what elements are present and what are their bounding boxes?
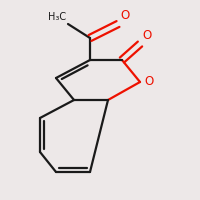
Text: O: O [120, 9, 129, 22]
Text: H₃C: H₃C [48, 12, 66, 22]
Text: O: O [144, 75, 153, 88]
Text: O: O [142, 29, 151, 42]
